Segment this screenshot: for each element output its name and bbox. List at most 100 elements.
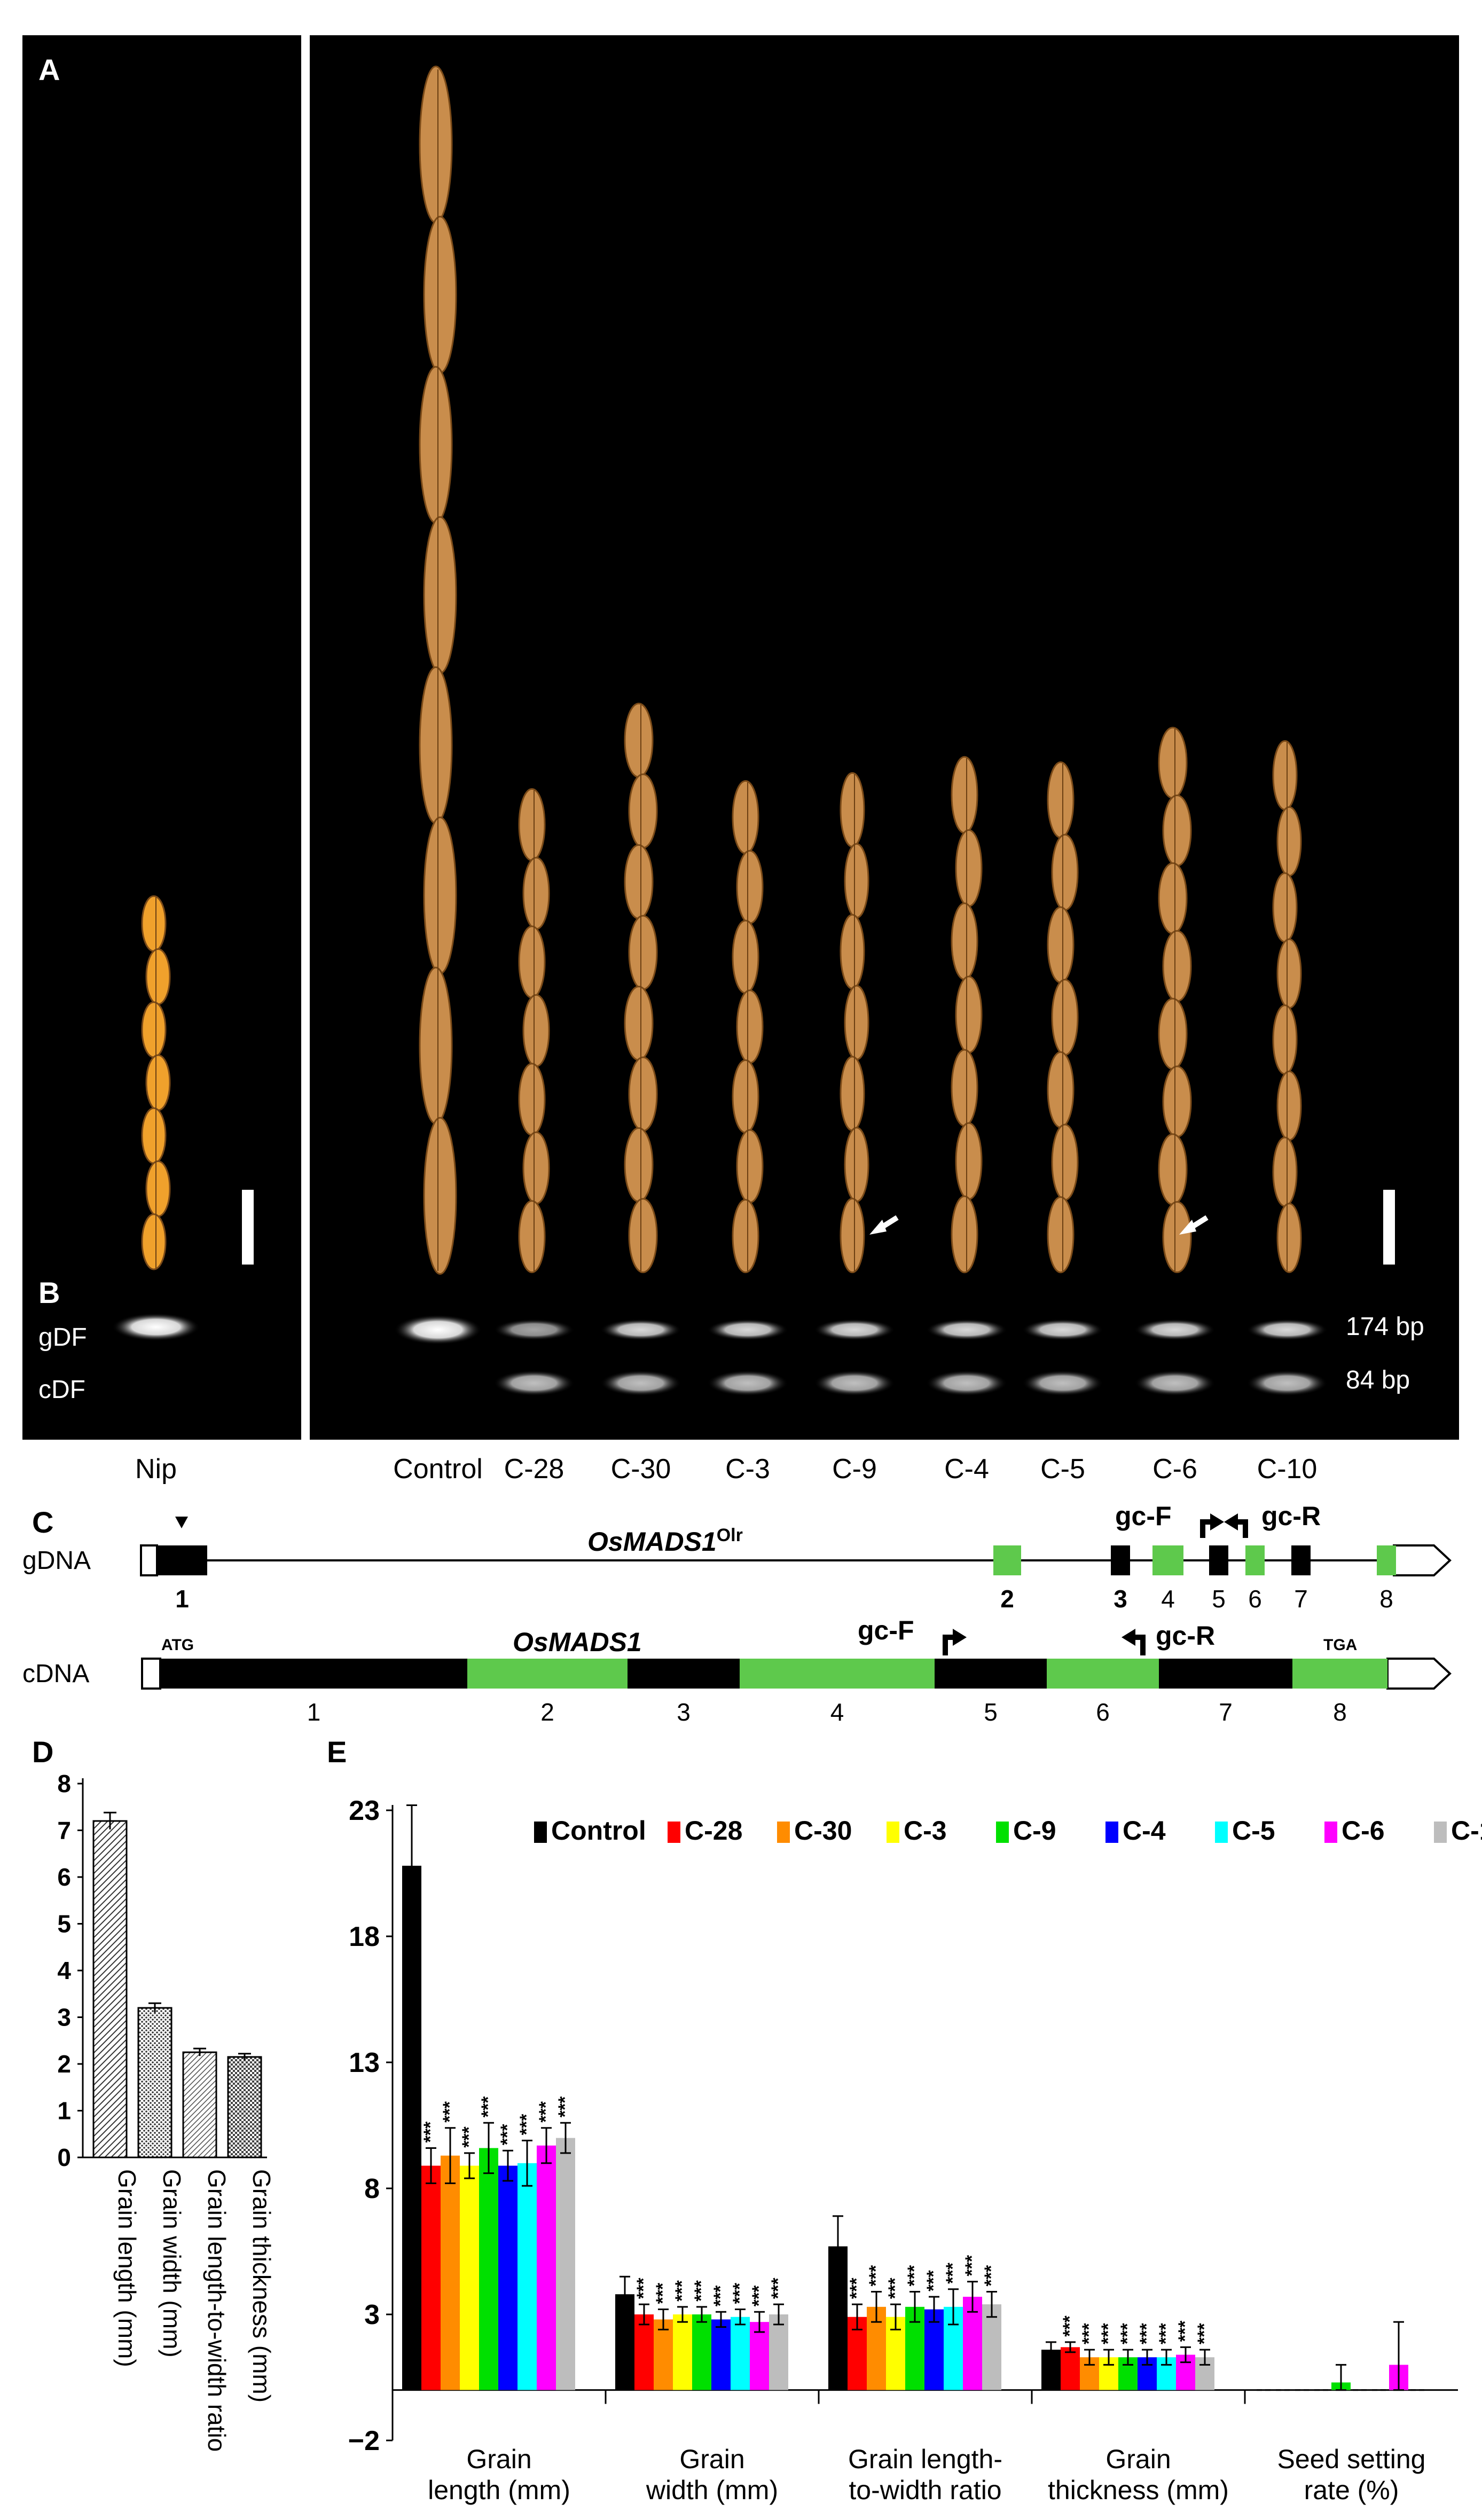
tga-label: TGA [1323,1636,1357,1654]
chart-e-bar [769,2314,788,2390]
panicle-lane-8 [1272,740,1302,1273]
legend-label: C-5 [1232,1816,1275,1846]
grain [419,666,453,825]
grain [141,1213,167,1270]
panel-label-d: D [32,1735,53,1769]
chart-e-tick-label: 23 [349,1795,380,1826]
panicle-lane-2 [624,702,658,1274]
grain [840,772,865,848]
grain [955,1122,983,1200]
cdna-exon-number: 5 [984,1698,998,1726]
grain [840,1056,865,1132]
grain [1158,726,1188,799]
chart-e-significance: *** [923,2270,944,2291]
chart-d-category-label: Grain thickness (mm) [248,2169,276,2403]
lane-label: Control [393,1454,483,1485]
chart-e-bar [498,2165,517,2390]
grain [141,1001,167,1058]
legend-label: C-30 [794,1816,852,1846]
chart-e-significance: *** [749,2285,769,2306]
chart-e-bar [673,2314,692,2390]
cdna-exon-number: 8 [1333,1698,1347,1726]
grain [628,1198,658,1274]
primer-f-label-gdna: gc-F [1115,1501,1172,1531]
chart-d-tick-label: 6 [57,1863,71,1891]
chart-e-significance: *** [672,2280,692,2301]
chart-d: 0 1 2 3 4 5 6 7 8 Grain length (mm) Grain width (m… [57,1770,276,2452]
cdna-exon [1159,1659,1292,1689]
chart-e-category-label: to-width ratio [849,2475,1001,2505]
legend-swatch [1215,1822,1228,1843]
legend-label: C-3 [904,1816,947,1846]
primer-f-label-cdna: gc-F [858,1615,914,1645]
panicle-lane-5 [951,756,983,1274]
grain [1276,806,1302,877]
grain [141,895,167,952]
chart-e-category-label: rate (%) [1304,2475,1399,2505]
gel-row-label-gdf: gDF [38,1323,87,1352]
gel-size-174: 174 bp [1346,1313,1424,1341]
grain [951,1195,978,1274]
chart-e-bar [692,2314,711,2390]
grain [1047,906,1075,984]
chart-e-significance: *** [866,2265,886,2286]
gdna-exon-number: 1 [175,1585,189,1613]
grain [840,1197,865,1274]
chart-e-bar [421,2165,441,2390]
grain [624,1127,654,1203]
primer-forward-icon [943,1629,967,1655]
grain [628,1056,658,1132]
grain [419,366,453,524]
chart-e-significance: *** [710,2285,731,2306]
lane-labels: Control C-28 C-30 C-3 C-9 C-4 C-5 C-6 C-10 [393,1454,1317,1485]
chart-e-significance: *** [885,2278,905,2299]
cdna-gene-name: OsMADS1 [513,1627,642,1657]
grain [145,1160,171,1218]
gel-band-nip [112,1313,200,1341]
cdna-exon [1047,1659,1159,1689]
grain [1162,1201,1192,1274]
cdna-exon [467,1659,628,1689]
chart-e-significance: *** [981,2265,1001,2286]
chart-e-significance: *** [516,2114,537,2135]
legend-swatch [1324,1822,1337,1843]
chart-e-significance: *** [904,2265,924,2286]
gel-size-84: 84 bp [1346,1366,1410,1394]
gdna-exon-number: 4 [1161,1585,1175,1613]
gdna-exon-number: 7 [1294,1585,1308,1613]
gel-band-genomic [600,1319,681,1340]
primer-reverse-icon [1122,1629,1146,1655]
panicle-lane-1 [518,788,550,1274]
chart-e-significance: *** [943,2262,963,2283]
chart-e-significance: *** [962,2255,982,2276]
cdna-exons: 1 2 3 4 5 6 7 8 [160,1659,1387,1726]
grain [624,702,654,778]
chart-d-tick-label: 1 [57,2097,71,2125]
cdna-exon-number: 3 [677,1698,691,1726]
lane-label: C-6 [1152,1454,1197,1485]
grain [423,216,457,374]
chart-e-bar [537,2145,556,2390]
grain [955,829,983,907]
gel-band-genomic [1246,1319,1328,1340]
grain [522,994,550,1067]
grain [141,1107,167,1164]
grain [844,843,869,918]
grain [951,756,978,834]
chart-d-tick-label: 4 [57,1957,71,1984]
grain [624,844,654,920]
grain [145,948,171,1006]
cdna-exon [1292,1659,1387,1689]
chart-e-significance: *** [1079,2323,1099,2344]
grain [1158,1133,1188,1206]
grain [518,788,546,861]
scale-bar-right [1383,1190,1395,1265]
grain [844,1127,869,1203]
chart-e-significance: *** [1060,2315,1080,2336]
gdna-utr5 [140,1544,158,1576]
gel-band-genomic [1022,1319,1103,1340]
cdna-exon-number: 4 [830,1698,844,1726]
chart-e-significance: *** [555,2096,575,2117]
chart-e-tick-label: 18 [349,1921,380,1952]
